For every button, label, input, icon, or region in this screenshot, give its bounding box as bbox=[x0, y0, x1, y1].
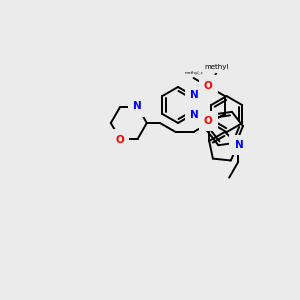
Text: O: O bbox=[204, 80, 213, 90]
Text: N: N bbox=[190, 110, 199, 119]
Text: N: N bbox=[190, 91, 199, 100]
Text: N: N bbox=[190, 110, 199, 119]
Text: N: N bbox=[134, 101, 142, 111]
Text: N: N bbox=[134, 101, 142, 111]
Text: O: O bbox=[204, 116, 213, 126]
Text: O: O bbox=[116, 135, 124, 145]
Text: N: N bbox=[190, 91, 199, 100]
Text: O: O bbox=[116, 135, 124, 145]
Text: methyl_c: methyl_c bbox=[184, 71, 203, 75]
Text: O: O bbox=[204, 81, 213, 91]
Text: N: N bbox=[235, 140, 244, 150]
Text: N: N bbox=[234, 140, 242, 150]
Text: methyl: methyl bbox=[205, 64, 229, 70]
Text: O: O bbox=[204, 116, 213, 126]
